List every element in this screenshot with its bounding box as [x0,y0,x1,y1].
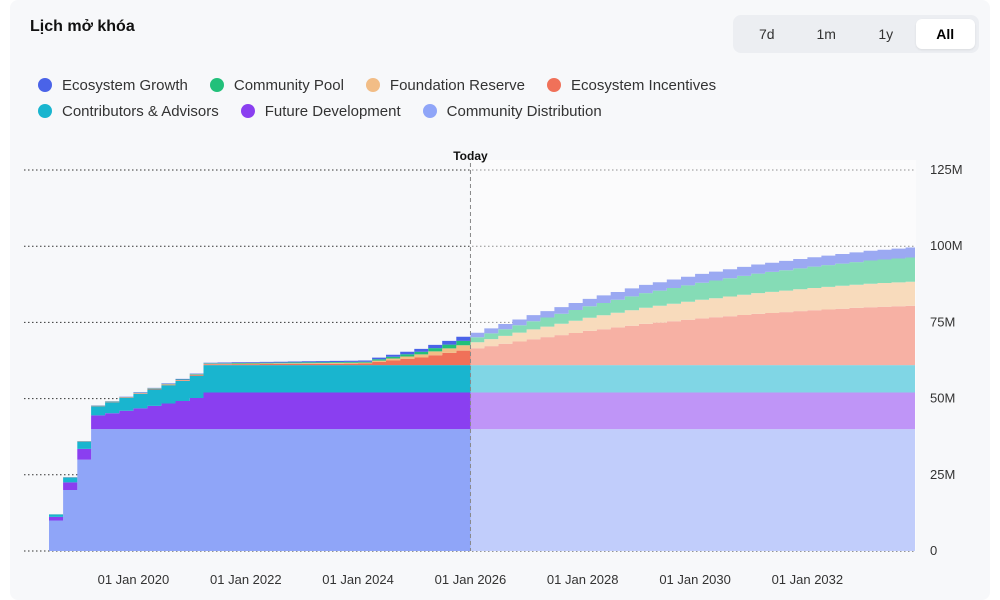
legend-item-ecosystem-incentives[interactable]: Ecosystem Incentives [547,77,716,94]
time-range-selector: 7d 1m 1y All [733,15,979,53]
legend-dot [240,104,255,118]
legend-label: Community Pool [233,76,344,94]
legend-dot [422,104,437,118]
y-tick-label: 50M [930,391,955,406]
area-contributors-advisors [35,365,915,551]
x-tick-label: 01 Jan 2022 [210,572,282,587]
x-tick-label: 01 Jan 2020 [98,572,170,587]
legend-item-contributors-advisors[interactable]: Contributors & Advisors [38,103,219,120]
y-tick-label: 75M [930,314,955,329]
area-community-distribution [35,429,915,551]
legend-item-future-development[interactable]: Future Development [240,102,401,120]
legend-item-ecosystem-growth[interactable]: Ecosystem Growth [38,77,188,94]
area-future-development [35,392,915,551]
legend-dot [38,78,52,92]
y-tick-label: 125M [930,162,963,177]
legend-dot [38,104,52,118]
range-1y-button[interactable]: 1y [878,26,894,42]
legend-label: Ecosystem Incentives [571,76,717,94]
chart-title: Lịch mở khóa [30,18,135,35]
legend-dot [209,78,224,92]
x-tick-label: 01 Jan 2024 [322,572,394,587]
today-label: Today [453,149,488,163]
x-tick-label: 01 Jan 2030 [659,572,731,587]
legend-item-foundation-reserve[interactable]: Foundation Reserve [365,76,526,94]
x-tick-label: 01 Jan 2026 [435,572,507,587]
x-tick-label: 01 Jan 2028 [547,572,619,587]
legend-label: Foundation Reserve [389,76,526,94]
chart-legend: Ecosystem Growth Community Pool Foundati… [38,72,938,124]
legend-item-community-distribution[interactable]: Community Distribution [422,102,602,120]
range-1m-button[interactable]: 1m [816,26,836,42]
y-tick-label: 100M [930,238,963,253]
legend-dot [365,78,380,92]
x-tick-label: 01 Jan 2032 [772,572,844,587]
legend-label: Community Distribution [446,102,602,120]
y-tick-label: 25M [930,467,955,482]
area-foundation-reserve [35,281,915,551]
range-all-button[interactable]: All [915,19,975,49]
future-fade-overlay [470,160,916,551]
legend-label: Contributors & Advisors [62,102,219,120]
legend-label: Ecosystem Growth [62,76,188,94]
y-tick-label: 0 [930,543,937,558]
range-7d-button[interactable]: 7d [758,26,775,42]
legend-item-community-pool[interactable]: Community Pool [209,76,344,94]
legend-label: Future Development [264,102,401,120]
area-community-pool [35,257,915,551]
legend-dot [547,78,562,92]
area-ecosystem-incentives [35,305,915,551]
